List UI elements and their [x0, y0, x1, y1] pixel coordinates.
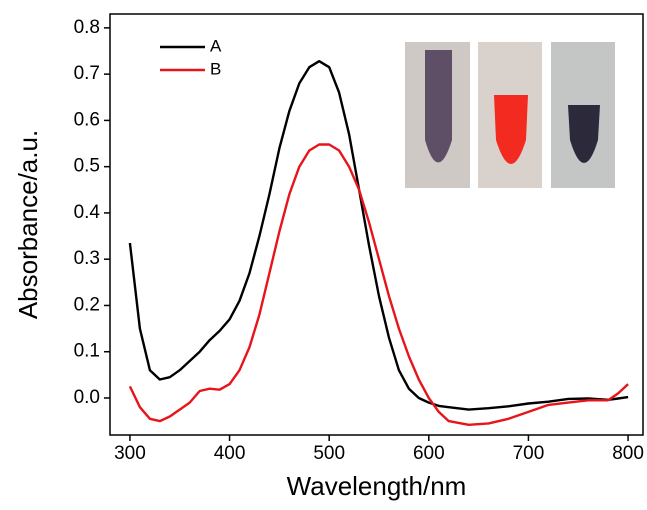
- x-axis-title: Wavelength/nm: [287, 471, 467, 501]
- y-tick-label: 0.5: [74, 156, 100, 177]
- y-tick-label: 0.8: [74, 17, 100, 38]
- x-tick-label: 500: [313, 443, 345, 464]
- y-tick-label: 0.7: [74, 63, 100, 84]
- x-tick-label: 400: [214, 443, 246, 464]
- legend-label: A: [210, 36, 222, 55]
- x-tick-label: 700: [513, 443, 545, 464]
- y-tick-label: 0.1: [74, 341, 100, 362]
- x-tick-label: 800: [612, 443, 644, 464]
- plot-frame: [109, 13, 644, 436]
- y-tick-label: 0.6: [74, 109, 100, 130]
- series-line: [128, 143, 629, 426]
- y-axis-title: Absorbance/a.u.: [13, 130, 43, 319]
- y-tick-label: 0.2: [74, 294, 100, 315]
- x-tick-label: 300: [114, 443, 146, 464]
- inset-photos: [405, 42, 615, 188]
- y-tick-label: 0.3: [74, 248, 100, 269]
- series-line: [128, 60, 629, 411]
- y-tick-label: 0.4: [74, 202, 101, 223]
- y-tick-label: 0.0: [74, 387, 100, 408]
- x-tick-label: 600: [413, 443, 445, 464]
- legend-label: B: [210, 59, 221, 78]
